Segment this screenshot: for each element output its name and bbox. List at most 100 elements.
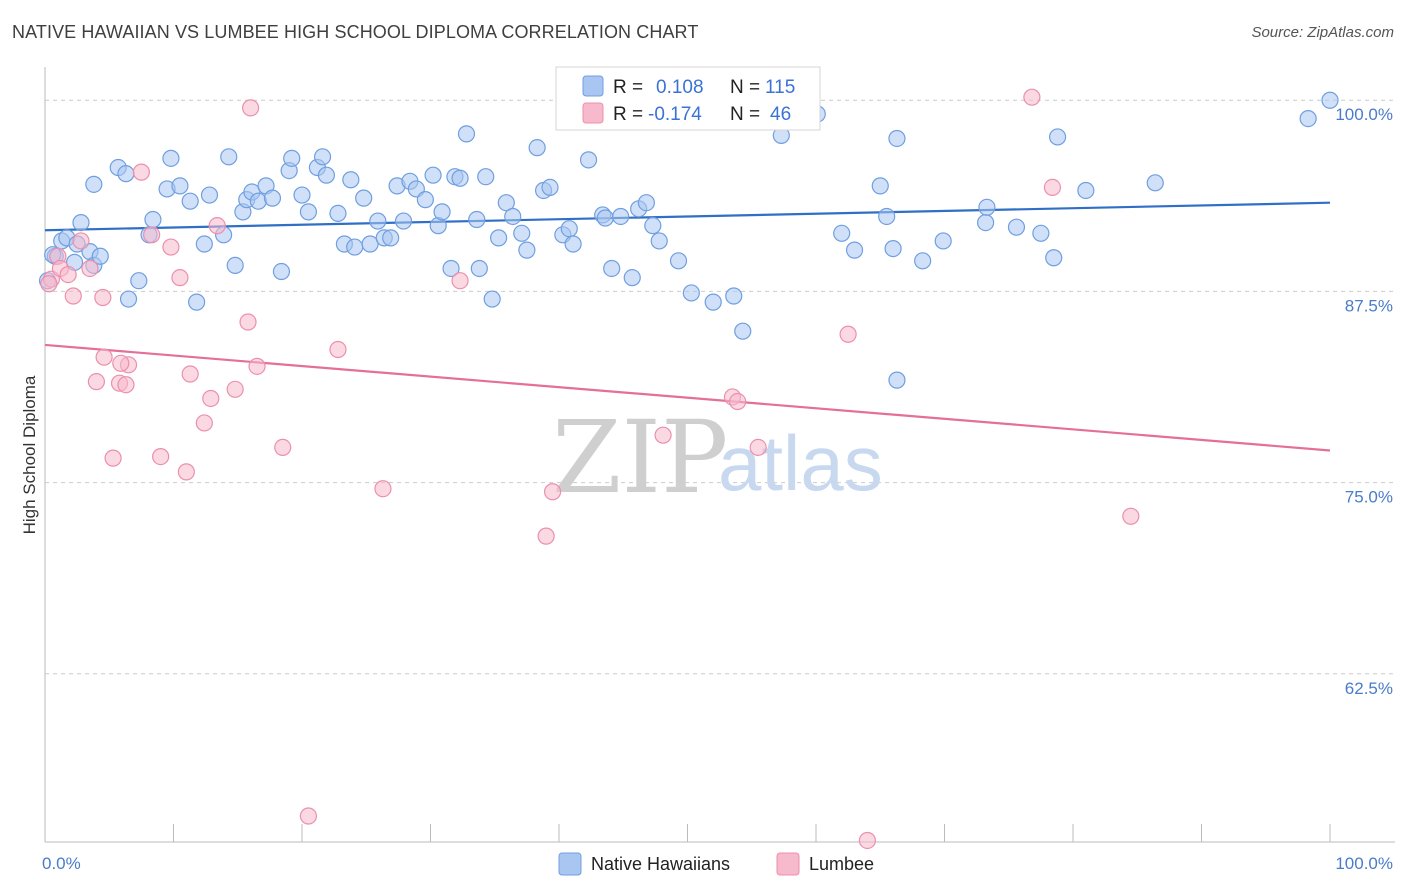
point-native-hawaiians-80: [612, 207, 630, 226]
point-native-hawaiians-37: [299, 203, 318, 221]
point-native-hawaiians-74: [560, 220, 578, 238]
point-native-hawaiians-30: [249, 192, 267, 210]
point-native-hawaiians-106: [1032, 224, 1050, 242]
watermark-zip: ZIP: [552, 399, 728, 516]
legend-r-label-1: R =: [613, 77, 643, 98]
point-native-hawaiians-21: [188, 293, 206, 311]
point-lumbee-22: [202, 389, 220, 408]
point-native-hawaiians-72: [541, 178, 559, 197]
point-lumbee-12: [117, 376, 135, 394]
point-native-hawaiians-23: [200, 186, 219, 204]
y-tick-labels: 100.0% 87.5% 75.0% 62.5%: [1335, 105, 1393, 698]
point-native-hawaiians-107: [1045, 249, 1063, 267]
point-lumbee-21: [195, 414, 213, 432]
point-native-hawaiians-10: [91, 247, 109, 265]
y-tick-label-2: 75.0%: [1345, 488, 1393, 507]
point-lumbee-38: [749, 438, 767, 457]
point-native-hawaiians-76: [579, 151, 598, 169]
point-native-hawaiians-41: [329, 204, 347, 223]
point-native-hawaiians-51: [394, 212, 413, 230]
point-lumbee-30: [329, 340, 347, 359]
point-lumbee-15: [143, 226, 161, 244]
point-lumbee-4: [64, 287, 82, 305]
legend-n-value-1: 115: [765, 77, 795, 98]
point-lumbee-16: [152, 447, 170, 466]
series-legend-native-hawaiians: Native Hawaiians: [591, 854, 730, 874]
point-native-hawaiians-69: [518, 241, 536, 259]
point-native-hawaiians-13: [119, 290, 138, 308]
point-lumbee-6: [81, 259, 99, 278]
legend-r-label-2: R =: [613, 104, 643, 125]
point-native-hawaiians-101: [914, 252, 932, 270]
point-native-hawaiians-36: [293, 186, 311, 204]
point-native-hawaiians-60: [451, 169, 469, 187]
point-native-hawaiians-9: [85, 175, 103, 193]
point-lumbee-8: [94, 288, 112, 307]
point-native-hawaiians-66: [497, 194, 515, 212]
point-native-hawaiians-61: [457, 125, 476, 143]
point-native-hawaiians-103: [977, 213, 995, 232]
point-native-hawaiians-104: [978, 198, 996, 216]
point-native-hawaiians-83: [637, 194, 655, 212]
point-lumbee-14: [132, 163, 150, 181]
point-lumbee-24: [226, 380, 244, 398]
point-lumbee-20: [181, 365, 199, 383]
point-native-hawaiians-85: [650, 232, 668, 250]
point-native-hawaiians-33: [272, 262, 291, 281]
point-native-hawaiians-98: [884, 239, 902, 258]
point-native-hawaiians-65: [490, 229, 508, 247]
point-native-hawaiians-86: [669, 252, 688, 270]
x-tick-label-1: 100.0%: [1335, 854, 1393, 873]
point-native-hawaiians-26: [226, 256, 244, 275]
point-lumbee-34: [543, 483, 562, 501]
point-lumbee-45: [112, 354, 130, 372]
series-legend-swatch-native-hawaiians: [558, 852, 582, 876]
series-legend: Native Hawaiians Lumbee: [558, 852, 874, 876]
point-native-hawaiians-64: [483, 290, 501, 308]
point-lumbee-43: [1122, 507, 1140, 525]
point-lumbee-17: [162, 238, 180, 256]
point-native-hawaiians-47: [369, 212, 387, 230]
point-lumbee-23: [208, 217, 226, 235]
point-lumbee-5: [72, 232, 90, 250]
point-native-hawaiians-99: [888, 129, 906, 148]
chart-source: Source: ZipAtlas.com: [1251, 24, 1394, 41]
point-lumbee-3: [59, 265, 77, 284]
data-points: [38, 88, 1339, 850]
x-tick-label-0: 0.0%: [42, 854, 81, 873]
point-native-hawaiians-108: [1048, 128, 1067, 146]
point-lumbee-18: [171, 269, 189, 287]
legend-r-value-2: -0.174: [648, 104, 702, 125]
point-lumbee-35: [654, 426, 672, 444]
point-lumbee-33: [537, 527, 555, 545]
watermark-atlas: atlas: [718, 419, 883, 507]
legend-n-value-2: 46: [770, 104, 791, 125]
point-native-hawaiians-12: [117, 165, 135, 183]
point-lumbee-25: [239, 313, 257, 331]
point-native-hawaiians-88: [704, 293, 722, 311]
point-native-hawaiians-35: [283, 149, 301, 167]
legend-n-label-2: N =: [730, 104, 760, 125]
point-native-hawaiians-81: [623, 269, 641, 287]
point-native-hawaiians-43: [342, 171, 360, 189]
point-lumbee-19: [177, 463, 195, 481]
point-native-hawaiians-32: [263, 189, 282, 207]
point-lumbee-42: [1043, 178, 1062, 197]
point-native-hawaiians-57: [433, 203, 451, 221]
point-native-hawaiians-105: [1007, 218, 1026, 236]
point-lumbee-26: [242, 99, 260, 117]
point-lumbee-40: [858, 831, 877, 850]
point-native-hawaiians-96: [871, 177, 889, 195]
trend-line-native-hawaiians: [44, 201, 1331, 232]
y-tick-label-3: 62.5%: [1345, 679, 1393, 698]
series-legend-lumbee: Lumbee: [809, 854, 874, 874]
point-native-hawaiians-95: [845, 241, 864, 259]
point-lumbee-10: [104, 449, 122, 467]
legend-swatch-pink: [582, 102, 604, 124]
point-native-hawaiians-44: [346, 238, 364, 256]
point-native-hawaiians-45: [355, 189, 373, 207]
point-native-hawaiians-84: [644, 217, 662, 235]
point-native-hawaiians-54: [416, 191, 434, 209]
point-native-hawaiians-111: [1299, 109, 1317, 128]
point-native-hawaiians-46: [361, 235, 379, 253]
